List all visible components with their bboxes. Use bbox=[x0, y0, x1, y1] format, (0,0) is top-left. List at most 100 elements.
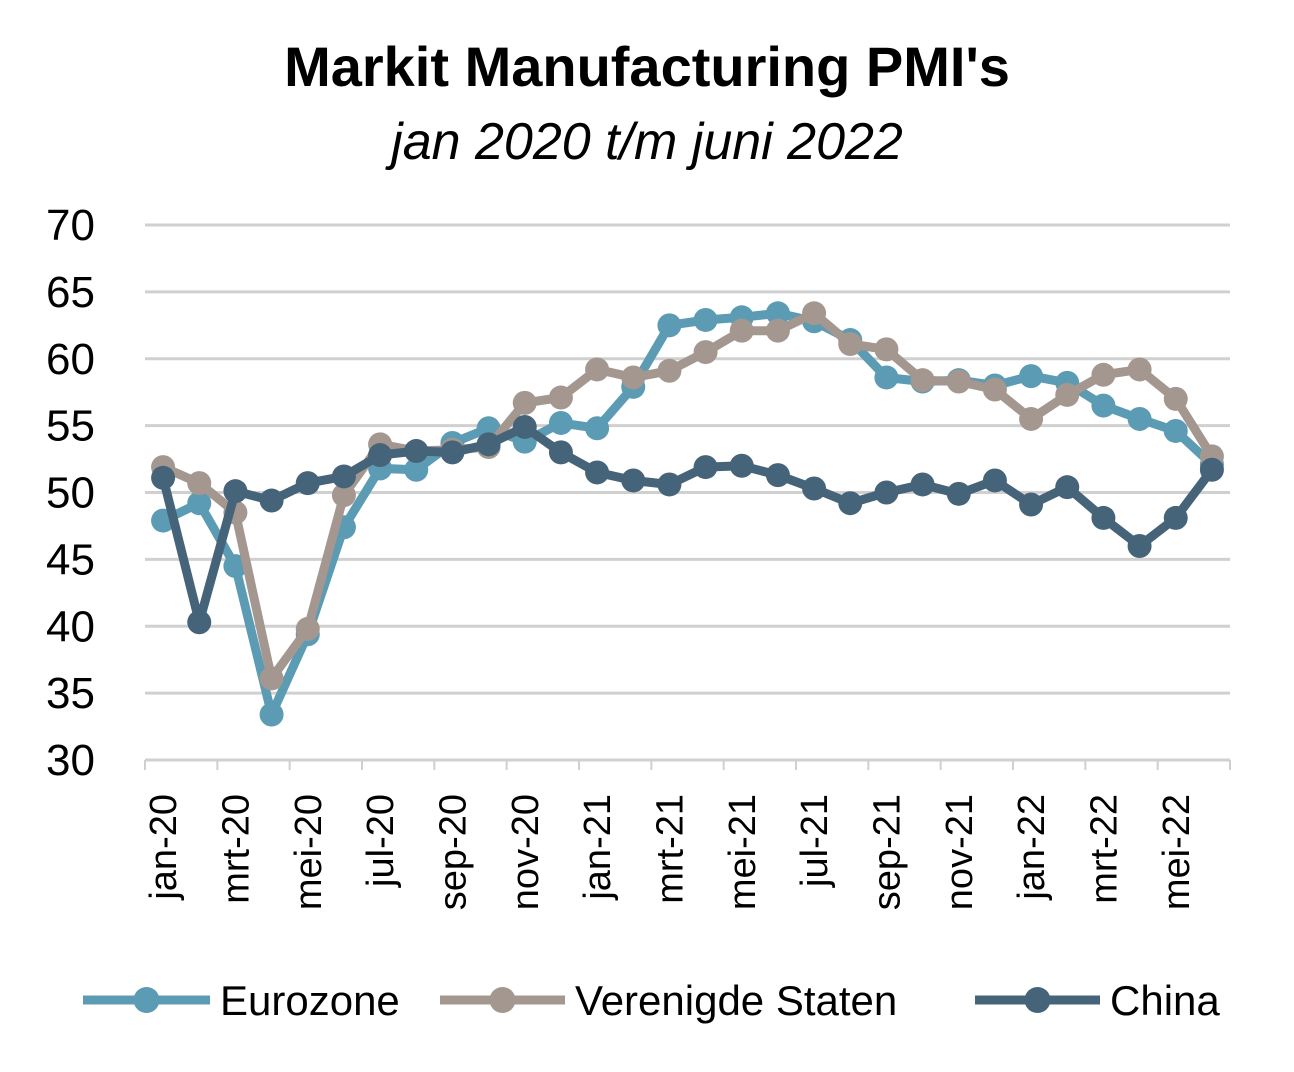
legend-label: Verenigde Staten bbox=[575, 977, 897, 1024]
data-point-verenigde-staten bbox=[765, 318, 790, 343]
data-point-china bbox=[765, 463, 790, 488]
y-tick-label: 40 bbox=[46, 602, 95, 651]
data-point-eurozone bbox=[1163, 418, 1188, 443]
x-tick-label: mrt-21 bbox=[649, 794, 691, 904]
y-tick-label: 45 bbox=[46, 535, 95, 584]
data-point-verenigde-staten bbox=[1163, 386, 1188, 411]
data-point-china bbox=[404, 439, 429, 464]
data-point-verenigde-staten bbox=[693, 340, 718, 365]
data-point-china bbox=[1055, 475, 1080, 500]
data-point-china bbox=[1199, 457, 1224, 482]
x-tick-label: jan-22 bbox=[1011, 794, 1053, 901]
data-point-china bbox=[440, 440, 465, 465]
data-point-verenigde-staten bbox=[621, 365, 646, 390]
data-point-verenigde-staten bbox=[910, 368, 935, 393]
data-point-china bbox=[802, 476, 827, 501]
y-tick-label: 65 bbox=[46, 268, 95, 317]
data-point-verenigde-staten bbox=[802, 301, 827, 326]
data-point-verenigde-staten bbox=[187, 471, 212, 496]
legend-label: China bbox=[1110, 977, 1220, 1024]
data-point-verenigde-staten bbox=[331, 483, 356, 508]
data-point-eurozone bbox=[657, 313, 682, 338]
data-point-eurozone bbox=[548, 410, 573, 435]
y-tick-label: 70 bbox=[46, 201, 95, 250]
y-tick-label: 35 bbox=[46, 669, 95, 718]
series-china bbox=[151, 414, 1224, 635]
data-point-china bbox=[657, 472, 682, 497]
data-point-china bbox=[838, 491, 863, 516]
data-point-china bbox=[259, 488, 284, 513]
data-point-china bbox=[548, 440, 573, 465]
x-tick-label: jul-20 bbox=[360, 794, 402, 888]
data-point-verenigde-staten bbox=[295, 616, 320, 641]
x-tick-label: mei-22 bbox=[1156, 794, 1198, 910]
data-point-eurozone bbox=[187, 491, 212, 516]
data-point-eurozone bbox=[874, 365, 899, 390]
data-point-eurozone bbox=[404, 457, 429, 482]
data-point-verenigde-staten bbox=[1019, 406, 1044, 431]
data-point-china bbox=[585, 460, 610, 485]
data-point-verenigde-staten bbox=[982, 377, 1007, 402]
data-point-verenigde-staten bbox=[1127, 357, 1152, 382]
legend-item-china: China bbox=[975, 977, 1220, 1024]
data-point-eurozone bbox=[585, 416, 610, 441]
data-point-verenigde-staten bbox=[585, 357, 610, 382]
data-point-china bbox=[621, 468, 646, 493]
x-tick-label: mei-21 bbox=[722, 794, 764, 910]
data-point-verenigde-staten bbox=[657, 358, 682, 383]
x-tick-label: mrt-22 bbox=[1083, 794, 1125, 904]
series-line-eurozone bbox=[158, 308, 1217, 719]
x-tick-label: sep-20 bbox=[432, 794, 474, 910]
data-point-china bbox=[1091, 505, 1116, 530]
data-point-verenigde-staten bbox=[512, 390, 537, 415]
data-point-eurozone bbox=[693, 307, 718, 332]
chart-title: Markit Manufacturing PMI's bbox=[284, 35, 1010, 98]
chart-subtitle: jan 2020 t/m juni 2022 bbox=[391, 113, 903, 171]
data-point-china bbox=[946, 481, 971, 506]
data-point-china bbox=[693, 455, 718, 480]
data-point-verenigde-staten bbox=[1091, 362, 1116, 387]
y-tick-label: 60 bbox=[46, 335, 95, 384]
x-tick-label: mrt-20 bbox=[215, 794, 257, 904]
data-point-verenigde-staten bbox=[729, 318, 754, 343]
data-point-china bbox=[982, 468, 1007, 493]
y-axis-tick-labels: 30 35 40 45 50 55 60 65 70 bbox=[46, 201, 95, 785]
data-point-eurozone bbox=[1019, 364, 1044, 389]
x-tick-label: nov-21 bbox=[939, 794, 981, 910]
x-tick-label: nov-20 bbox=[505, 794, 547, 910]
x-tick-label: jan-20 bbox=[143, 794, 185, 901]
x-tick-label: jul-21 bbox=[794, 794, 836, 888]
data-point-verenigde-staten bbox=[259, 666, 284, 691]
data-point-verenigde-staten bbox=[548, 385, 573, 410]
x-tick-label: mei-20 bbox=[288, 794, 330, 910]
data-point-china bbox=[512, 414, 537, 439]
data-point-china bbox=[187, 610, 212, 635]
x-axis bbox=[144, 758, 1231, 770]
x-tick-label: sep-21 bbox=[866, 794, 908, 910]
data-point-china bbox=[368, 443, 393, 468]
data-point-china bbox=[295, 471, 320, 496]
data-point-verenigde-staten bbox=[874, 337, 899, 362]
data-point-eurozone bbox=[1091, 393, 1116, 418]
legend: Eurozone Verenigde Staten China bbox=[83, 977, 1220, 1024]
data-point-verenigde-staten bbox=[1055, 382, 1080, 407]
data-point-china bbox=[729, 453, 754, 478]
data-point-china bbox=[151, 465, 176, 490]
legend-label: Eurozone bbox=[220, 977, 400, 1024]
y-tick-label: 30 bbox=[46, 736, 95, 785]
legend-swatch-marker bbox=[489, 987, 516, 1013]
x-tick-label: jan-21 bbox=[577, 794, 619, 901]
data-point-verenigde-staten bbox=[838, 332, 863, 357]
data-point-eurozone bbox=[259, 702, 284, 727]
data-point-china bbox=[476, 432, 501, 457]
legend-swatch-marker bbox=[133, 987, 160, 1013]
data-point-china bbox=[223, 479, 248, 504]
data-point-china bbox=[1019, 492, 1044, 517]
data-point-china bbox=[331, 464, 356, 489]
legend-item-verenigde-staten: Verenigde Staten bbox=[440, 977, 897, 1024]
legend-swatch-marker bbox=[1024, 987, 1051, 1013]
y-tick-label: 55 bbox=[46, 402, 95, 451]
data-point-eurozone bbox=[765, 301, 790, 326]
data-point-china bbox=[1127, 534, 1152, 558]
